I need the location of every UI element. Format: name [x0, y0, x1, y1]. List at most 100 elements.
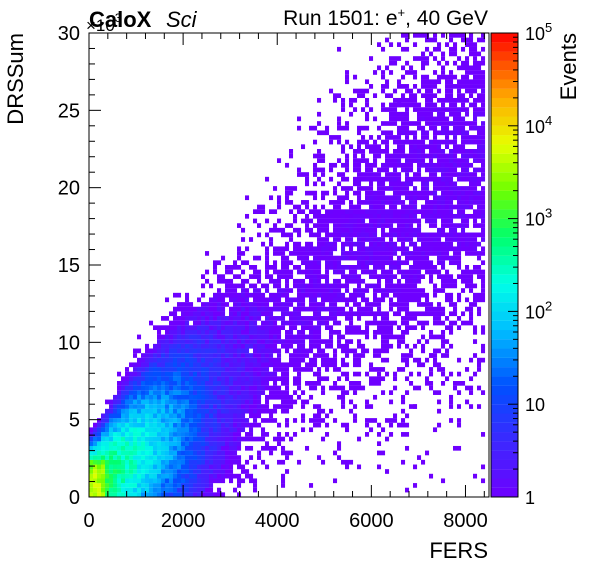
heatmap-bin [401, 84, 406, 89]
heatmap-bin [397, 339, 402, 344]
heatmap-bin [453, 42, 458, 47]
heatmap-bin [389, 60, 394, 66]
heatmap-bin [229, 459, 234, 465]
heatmap-bin [149, 492, 154, 498]
heatmap-bin [161, 399, 166, 405]
heatmap-bin [89, 473, 94, 479]
heatmap-bin [153, 418, 158, 423]
heatmap-bin [409, 158, 414, 163]
heatmap-bin [473, 65, 478, 71]
heatmap-bin [181, 320, 186, 326]
heatmap-bin [445, 130, 450, 136]
heatmap-bin [277, 325, 282, 331]
heatmap-bin [225, 432, 230, 437]
heatmap-bin [249, 306, 254, 312]
heatmap-bin [185, 343, 190, 349]
heatmap-bin [229, 399, 234, 405]
heatmap-bin [133, 371, 138, 377]
heatmap-bin [285, 306, 290, 312]
heatmap-bin [165, 367, 170, 372]
heatmap-bin [317, 408, 322, 414]
heatmap-bin [261, 339, 266, 344]
heatmap-bin [461, 139, 466, 145]
heatmap-bin [173, 357, 178, 363]
heatmap-bin [341, 362, 346, 368]
heatmap-bin [329, 334, 334, 340]
heatmap-bin [345, 311, 350, 317]
heatmap-bin [321, 213, 326, 219]
heatmap-bin [133, 432, 138, 437]
heatmap-bin [393, 204, 398, 210]
heatmap-bin [209, 399, 214, 405]
heatmap-bin [225, 362, 230, 368]
heatmap-bin [265, 325, 270, 331]
heatmap-bin [221, 376, 226, 382]
heatmap-bin [225, 390, 230, 395]
heatmap-bin [209, 441, 214, 447]
heatmap-bin [89, 427, 94, 433]
heatmap-bin [357, 186, 362, 191]
heatmap-bin [417, 251, 422, 256]
heatmap-bin [197, 367, 202, 372]
heatmap-bin [433, 125, 438, 131]
heatmap-bin [481, 153, 486, 159]
heatmap-bin [405, 125, 410, 131]
heatmap-bin [193, 339, 198, 344]
heatmap-bin [185, 473, 190, 479]
heatmap-bin [221, 385, 226, 391]
heatmap-bin [385, 186, 390, 191]
heatmap-bin [333, 348, 338, 354]
heatmap-bin [245, 459, 250, 465]
heatmap-bin [101, 445, 106, 451]
heatmap-bin [221, 492, 226, 498]
heatmap-bin [93, 459, 98, 465]
heatmap-bin [305, 176, 310, 182]
heatmap-bin [417, 297, 422, 303]
heatmap-bin [237, 478, 242, 484]
heatmap-bin [121, 459, 126, 465]
heatmap-bin [449, 181, 454, 187]
heatmap-bin [109, 487, 114, 493]
heatmap-bin [425, 260, 430, 266]
heatmap-bin [177, 459, 182, 465]
heatmap-bin [465, 204, 470, 210]
color-scale-segment [491, 97, 518, 108]
heatmap-bin [393, 172, 398, 177]
color-scale-segment [491, 42, 518, 52]
heatmap-bin [229, 432, 234, 437]
heatmap-bin [157, 427, 162, 433]
heatmap-bin [141, 394, 146, 400]
heatmap-bin [413, 278, 418, 284]
heatmap-bin [149, 469, 154, 474]
heatmap-bin [265, 348, 270, 354]
heatmap-bin [177, 320, 182, 326]
heatmap-bin [317, 167, 322, 173]
heatmap-bin [477, 135, 482, 140]
heatmap-bin [297, 306, 302, 312]
heatmap-bin [477, 190, 482, 196]
heatmap-bin [341, 348, 346, 354]
heatmap-bin [481, 209, 486, 215]
heatmap-bin [441, 209, 446, 215]
heatmap-bin [317, 320, 322, 326]
heatmap-bin [361, 186, 366, 191]
heatmap-bin [301, 209, 306, 215]
heatmap-bin [437, 260, 442, 266]
heatmap-bin [133, 492, 138, 498]
heatmap-bin [441, 176, 446, 182]
heatmap-bin [213, 455, 218, 460]
heatmap-bin [381, 195, 386, 201]
heatmap-bin [217, 413, 222, 419]
heatmap-bin [125, 436, 130, 442]
heatmap-bin [373, 297, 378, 303]
heatmap-bin [241, 316, 246, 321]
heatmap-bin [329, 251, 334, 256]
heatmap-bin [93, 432, 98, 437]
heatmap-bin [225, 469, 230, 474]
heatmap-bin [261, 292, 266, 298]
heatmap-bin [213, 371, 218, 377]
heatmap-bin [377, 348, 382, 354]
heatmap-bin [321, 158, 326, 163]
heatmap-bin [285, 394, 290, 400]
heatmap-bin [445, 241, 450, 247]
